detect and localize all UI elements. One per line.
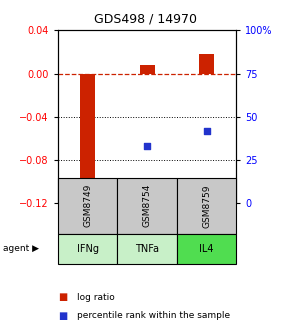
- Bar: [199, 54, 214, 74]
- Point: [85, 194, 90, 199]
- Text: IFNg: IFNg: [77, 244, 99, 254]
- Text: agent ▶: agent ▶: [3, 244, 39, 253]
- Point: [145, 143, 150, 149]
- Text: GSM8759: GSM8759: [202, 184, 211, 227]
- Text: GSM8749: GSM8749: [83, 184, 92, 227]
- Text: GDS498 / 14970: GDS498 / 14970: [93, 12, 197, 26]
- Text: IL4: IL4: [200, 244, 214, 254]
- Text: TNFa: TNFa: [135, 244, 159, 254]
- Text: log ratio: log ratio: [77, 293, 115, 302]
- Point: [204, 128, 209, 133]
- Text: percentile rank within the sample: percentile rank within the sample: [77, 311, 230, 320]
- Text: ■: ■: [58, 292, 67, 302]
- Text: ■: ■: [58, 311, 67, 321]
- Bar: [80, 74, 95, 183]
- Bar: [140, 65, 155, 74]
- Text: GSM8754: GSM8754: [143, 184, 152, 227]
